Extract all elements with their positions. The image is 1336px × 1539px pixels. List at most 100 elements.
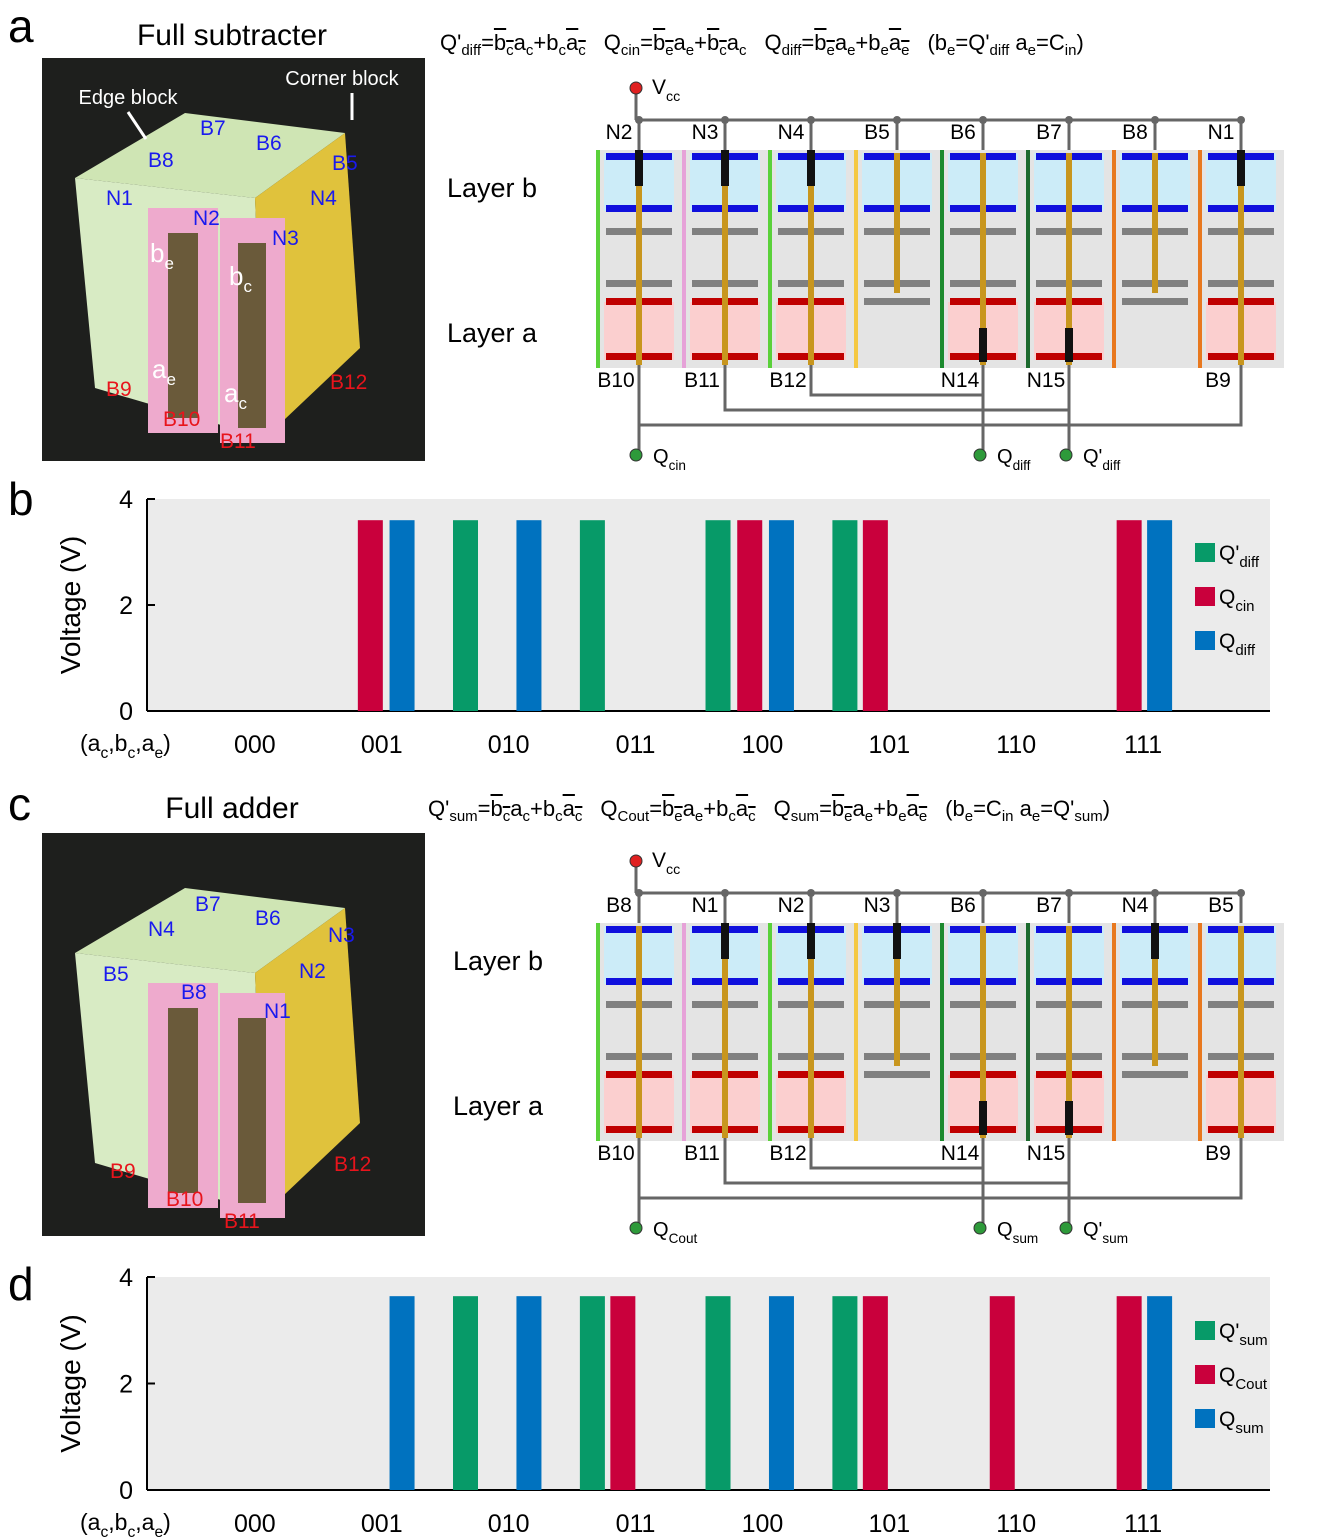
legend-name: Q': [1219, 542, 1239, 565]
connector: [1237, 150, 1245, 186]
term: =: [819, 796, 832, 821]
photo-label-part: N4: [310, 187, 337, 210]
term-sub: c: [559, 42, 567, 59]
photo-label: N1: [106, 187, 133, 210]
term: +: [533, 30, 546, 55]
output-label-sub: diff: [1013, 458, 1031, 473]
bar: [832, 1296, 857, 1490]
x-axis-label-part: ,a: [135, 1509, 154, 1535]
term: =Q'diff: [955, 30, 1009, 55]
y-tick-label: 0: [119, 698, 133, 726]
edge-stripe: [854, 923, 858, 1141]
equation: Q'sum=bcac+bcac: [428, 796, 582, 822]
edge-stripe: [682, 150, 686, 368]
term: ): [1103, 796, 1110, 821]
bottom-label: B12: [769, 369, 806, 392]
photo-label-part: N1: [264, 1000, 291, 1023]
term-text: b: [716, 796, 728, 821]
term-text: a: [683, 796, 695, 821]
top-label: B5: [1208, 894, 1234, 917]
term-text: (b: [927, 30, 947, 55]
term-sub: in: [1065, 42, 1077, 59]
term: =: [649, 796, 662, 821]
term-text: =: [649, 796, 662, 821]
term: ae: [1014, 796, 1041, 821]
output-label-part: Q: [653, 1219, 669, 1241]
term-sub: c: [719, 42, 727, 59]
photo-label: N4: [310, 187, 337, 210]
term: Q'sum: [428, 796, 478, 821]
x-axis-label-sub: c: [100, 745, 108, 762]
top-label: N3: [692, 121, 719, 144]
term-sub: e: [686, 42, 694, 59]
term: Qdiff: [765, 30, 802, 55]
photo-label: B9: [106, 378, 132, 401]
x-axis-label-sub: e: [154, 745, 163, 762]
output-dot: [974, 449, 986, 461]
legend-name: Q: [1219, 586, 1235, 609]
term: ac: [736, 796, 756, 821]
bar: [516, 1296, 541, 1490]
equation: (be=Q'diff ae=Cin): [927, 30, 1083, 56]
photo-label-part: B11: [220, 430, 256, 453]
output-label: Q'sum: [1083, 1219, 1128, 1246]
equation: Qsum=beae+beae: [774, 796, 928, 822]
bar: [580, 1296, 605, 1490]
term: Qsum: [774, 796, 819, 821]
top-label: B8: [1122, 121, 1148, 144]
bar: [390, 520, 415, 711]
term: (be: [927, 30, 955, 55]
cell-bar: [1122, 1071, 1188, 1078]
bar: [863, 520, 888, 711]
output-label-part: Q': [1083, 1219, 1102, 1241]
term: (be: [945, 796, 973, 821]
term-text: Q: [600, 796, 617, 821]
x-tick-label: 101: [868, 1510, 910, 1538]
bottom-label: N14: [941, 1142, 980, 1165]
edge-stripe: [940, 923, 944, 1141]
term-text: =C: [973, 796, 1002, 821]
term: ae: [853, 796, 874, 821]
photo-label: N2: [299, 960, 326, 983]
photo-label-part: B12: [334, 1153, 371, 1176]
x-axis-label-sub: c: [127, 1524, 135, 1539]
term-text: a: [674, 30, 686, 55]
bottom-label: B10: [597, 369, 634, 392]
bar: [610, 1296, 635, 1490]
legend-sub: sum: [1239, 1332, 1267, 1349]
term-sub: e: [665, 42, 673, 59]
x-tick-label: 011: [616, 1510, 656, 1538]
term-text: b: [707, 30, 719, 55]
x-tick-label: 001: [361, 731, 403, 759]
term-text: =: [478, 796, 491, 821]
photo-label-sub: c: [238, 394, 247, 413]
top-label: B7: [1036, 121, 1062, 144]
term-text: a: [853, 796, 865, 821]
edge-stripe: [596, 923, 600, 1141]
output-label: Qsum: [997, 1219, 1038, 1246]
edge-stripe: [1112, 923, 1116, 1141]
legend-sub: diff: [1235, 642, 1256, 659]
photo-label-part: N2: [193, 207, 220, 230]
output-label-sub: sum: [1102, 1231, 1128, 1246]
photo-label: B6: [255, 907, 281, 930]
bottom-label: B10: [597, 1142, 634, 1165]
photo-label: B6: [256, 132, 282, 155]
term: be: [886, 796, 907, 821]
term: ae: [889, 30, 910, 55]
vcc-dot: [630, 855, 642, 867]
bar: [1117, 520, 1142, 711]
bar: [706, 1296, 731, 1490]
photo-label: N4: [148, 918, 175, 941]
layer-label: Layer a: [453, 1091, 544, 1121]
photo-label-part: B7: [200, 117, 226, 140]
edge-stripe: [854, 150, 858, 368]
vcc-label-part: V: [652, 849, 666, 872]
term-sub: e: [965, 808, 973, 825]
term-sub: e: [1028, 42, 1036, 59]
photo-label-sub: c: [243, 277, 252, 296]
panel-letter: d: [8, 1258, 34, 1310]
term-text: b: [832, 796, 844, 821]
term: =Q'sum: [1040, 796, 1103, 821]
photo-label: B12: [330, 371, 367, 394]
